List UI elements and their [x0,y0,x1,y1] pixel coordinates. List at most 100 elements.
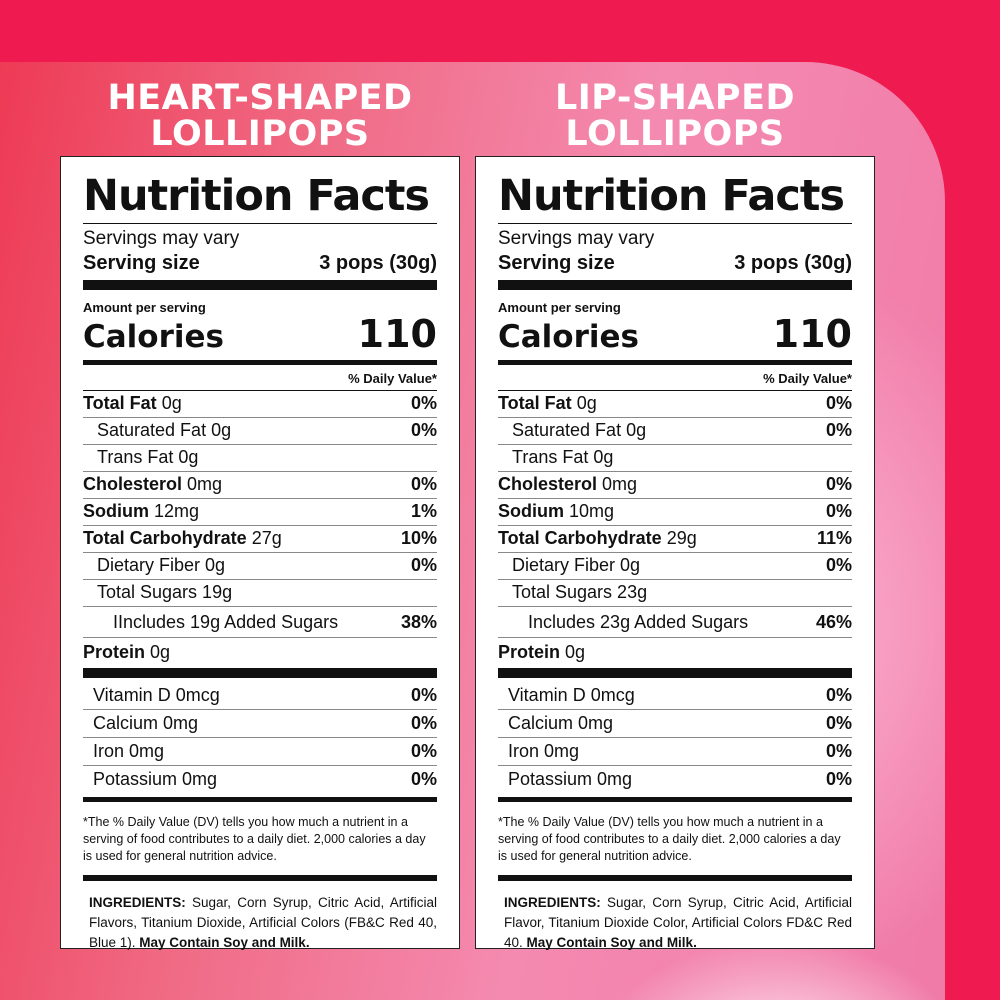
nutrient-row: Dietary Fiber 0g 0% [498,553,852,580]
nutrient-name: Trans Fat 0g [97,447,199,467]
protein-amount: 0g [565,642,586,662]
nutrient-pct: 0% [825,555,852,575]
vitamin-name: Vitamin D 0mcg [508,685,635,705]
medium-divider [498,797,852,802]
nutrient-pct: 0% [410,393,437,413]
nutrient-name: Total Fat [498,393,572,413]
vitamin-pct: 0% [825,741,852,761]
protein-amount: 0g [150,642,171,662]
nutrient-amount: 0mg [187,474,223,494]
nutrient-pct: 0% [825,501,852,521]
ingredients: INGREDIENTS: Sugar, Corn Syrup, Citric A… [498,893,852,953]
medium-divider [498,875,852,881]
nutrient-name: Sodium [498,501,564,521]
nutrient-name: Dietary Fiber 0g [512,555,641,575]
serving-size-label: Serving size [83,252,200,274]
nutrient-name: Trans Fat 0g [512,447,614,467]
nutrient-row: Saturated Fat 0g 0% [498,418,852,445]
nutrient-row: Cholesterol 0mg 0% [83,472,437,499]
servings-text: Servings may vary [498,228,655,249]
vitamin-row: Potassium 0mg 0% [83,766,437,793]
ingredients-label: INGREDIENTS: [89,895,186,910]
serving-size-label: Serving size [498,252,615,274]
nutrient-row: Dietary Fiber 0g 0% [83,553,437,580]
thick-divider [498,668,852,678]
medium-divider [83,797,437,802]
nutrient-pct: 10% [400,528,437,548]
protein-label: Protein [498,642,561,662]
calories-value: 110 [357,312,437,356]
nutrient-pct: 0% [825,393,852,413]
nutrient-row: Total Fat 0g 0% [83,391,437,418]
nutrient-name: Total Sugars 23g [512,582,648,602]
nutrient-name: Saturated Fat 0g [512,420,647,440]
thick-divider [83,280,437,290]
nutrient-row: IIncludes 19g Added Sugars 38% [83,607,437,638]
vitamin-pct: 0% [825,685,852,705]
vitamin-row: Iron 0mg 0% [498,738,852,766]
nutrient-row: Trans Fat 0g [498,445,852,472]
nutrient-pct: 11% [816,528,852,548]
vitamin-row: Calcium 0mg 0% [83,710,437,738]
nutrient-name: Total Carbohydrate [498,528,662,548]
serving-size-row: Serving size 3 pops (30g) [498,250,852,276]
protein-label: Protein [83,642,146,662]
nutrition-facts-heading: Nutrition Facts [498,171,852,224]
nutrient-amount: 29g [666,528,697,548]
serving-size-value: 3 pops (30g) [734,252,852,274]
allergen-warning: May Contain Soy and Milk. [526,935,697,950]
nutrient-row: Total Carbohydrate 29g 11% [498,526,852,553]
nutrient-row: Total Sugars 19g [83,580,437,607]
nutrient-amount: 0g [161,393,182,413]
nutrient-pct: 0% [410,420,437,440]
protein-row: Protein 0g [498,638,852,666]
vitamin-pct: 0% [825,713,852,733]
vitamin-name: Potassium 0mg [93,769,218,789]
vitamin-row: Vitamin D 0mcg 0% [83,682,437,710]
nutrient-amount: 27g [251,528,282,548]
title-line1: LIP-SHAPED [554,78,796,118]
vitamin-pct: 0% [825,769,852,789]
title-line2: LOLLIPOPS [150,114,370,154]
lip-title: LIP-SHAPED LOLLIPOPS [475,80,875,152]
nutrient-row: Sodium 10mg 0% [498,499,852,526]
nutrient-row: Trans Fat 0g [83,445,437,472]
protein-row: Protein 0g [83,638,437,666]
nutrient-pct: 0% [410,474,437,494]
allergen-warning: May Contain Soy and Milk. [139,935,310,950]
nutrient-name: Total Carbohydrate [83,528,247,548]
vitamin-name: Iron 0mg [508,741,580,761]
daily-value-footnote: *The % Daily Value (DV) tells you how mu… [498,815,841,863]
calories-value: 110 [772,312,852,356]
calories-row: Calories 110 [498,315,852,356]
vitamin-name: Vitamin D 0mcg [93,685,220,705]
amount-per-serving: Amount per serving [83,300,206,315]
vitamin-name: Iron 0mg [93,741,165,761]
thick-divider [83,668,437,678]
nutrient-name: Dietary Fiber 0g [97,555,226,575]
nutrient-pct: 0% [410,555,437,575]
medium-divider [498,360,852,365]
nutrient-name: Saturated Fat 0g [97,420,232,440]
amount-per-serving: Amount per serving [498,300,621,315]
vitamin-row: Calcium 0mg 0% [498,710,852,738]
nutrient-pct: 38% [400,612,437,632]
vitamin-row: Vitamin D 0mcg 0% [498,682,852,710]
thick-divider [498,280,852,290]
vitamin-pct: 0% [410,769,437,789]
vitamin-pct: 0% [410,741,437,761]
nutrient-amount: 0mg [602,474,638,494]
vitamin-row: Iron 0mg 0% [83,738,437,766]
nutrition-label-heart: Nutrition Facts Servings may vary Servin… [60,156,460,950]
vitamin-name: Calcium 0mg [93,713,199,733]
nutrient-name: Total Sugars 19g [97,582,233,602]
serving-size-row: Serving size 3 pops (30g) [83,250,437,276]
daily-value-header: % Daily Value* [83,365,437,391]
nutrient-row: Sodium 12mg 1% [83,499,437,526]
ingredients: INGREDIENTS: Sugar, Corn Syrup, Citric A… [83,893,437,953]
ingredients-text: Sugar, Corn Syrup, Citric Acid, Artifici… [504,895,852,950]
vitamin-pct: 0% [410,713,437,733]
nutrient-name: IIncludes 19g Added Sugars [113,612,339,632]
daily-value-header: % Daily Value* [498,365,852,391]
vitamin-name: Calcium 0mg [508,713,614,733]
